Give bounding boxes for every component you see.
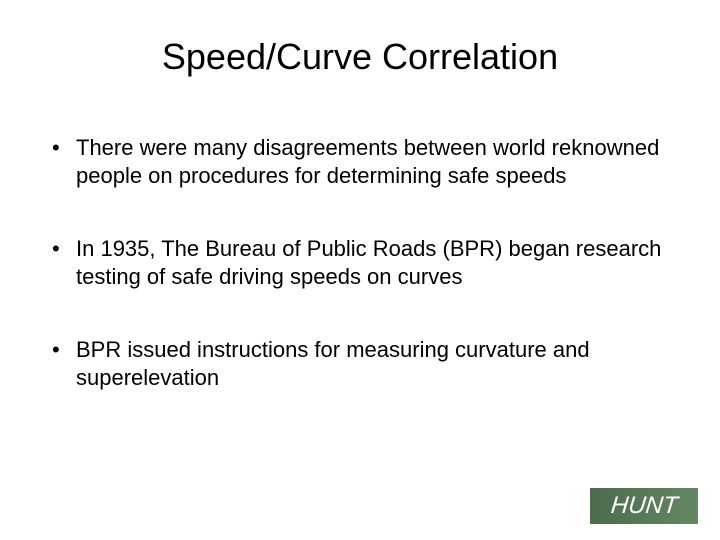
list-item: BPR issued instructions for measuring cu… (48, 336, 680, 391)
list-item: There were many disagreements between wo… (48, 134, 680, 189)
bullet-list: There were many disagreements between wo… (40, 134, 680, 391)
slide: Speed/Curve Correlation There were many … (0, 0, 720, 540)
brand-logo: HUNT (590, 488, 698, 524)
list-item: In 1935, The Bureau of Public Roads (BPR… (48, 235, 680, 290)
brand-logo-text: HUNT (609, 492, 679, 520)
slide-title: Speed/Curve Correlation (40, 36, 680, 78)
